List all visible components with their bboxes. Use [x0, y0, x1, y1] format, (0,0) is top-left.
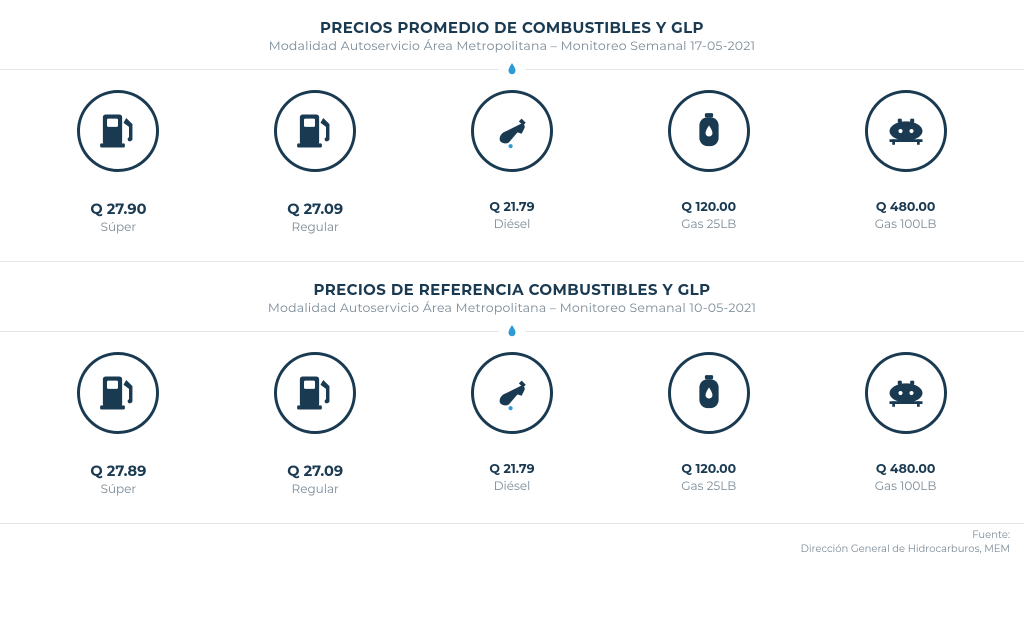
price-value: Q 480.00 — [807, 200, 1004, 215]
price-value: Q 21.79 — [414, 200, 611, 215]
gas-tank-small-icon — [668, 90, 750, 172]
price-value: Q 21.79 — [414, 462, 611, 477]
price-value: Q 120.00 — [610, 200, 807, 215]
fuel-item-regular: Q 27.09 Regular — [217, 352, 414, 497]
price-label: Regular — [217, 220, 414, 235]
price-value: Q 480.00 — [807, 462, 1004, 477]
source-label: Fuente: — [972, 528, 1010, 541]
fuel-item-gas25: Q 120.00 Gas 25LB — [610, 90, 807, 232]
water-drop-icon — [505, 324, 519, 338]
fuel-item-super: Q 27.90 Súper — [20, 90, 217, 235]
price-label: Regular — [217, 482, 414, 497]
price-label: Diésel — [414, 217, 611, 232]
section-title: PRECIOS DE REFERENCIA COMBUSTIBLES Y GLP — [0, 280, 1024, 299]
fuel-pump-icon — [77, 90, 159, 172]
price-label: Gas 25LB — [610, 479, 807, 494]
source-credit: Fuente: Dirección General de Hidrocarbur… — [0, 524, 1024, 555]
price-label: Gas 25LB — [610, 217, 807, 232]
fuel-item-regular: Q 27.09 Regular — [217, 90, 414, 235]
section-subtitle: Modalidad Autoservicio Área Metropolitan… — [0, 39, 1024, 54]
gas-tank-small-icon — [668, 352, 750, 434]
price-value: Q 27.09 — [217, 462, 414, 480]
price-value: Q 27.90 — [20, 200, 217, 218]
fuel-item-diesel: Q 21.79 Diésel — [414, 90, 611, 232]
section-subtitle: Modalidad Autoservicio Área Metropolitan… — [0, 301, 1024, 316]
header-divider — [0, 324, 1024, 338]
fuel-pump-icon — [274, 90, 356, 172]
price-label: Gas 100LB — [807, 217, 1004, 232]
gas-tank-large-icon — [865, 90, 947, 172]
source-text: Dirección General de Hidrocarburos, MEM — [801, 542, 1010, 555]
gas-tank-large-icon — [865, 352, 947, 434]
price-row: Q 27.89 Súper Q 27.09 Regular Q 21.79 Di… — [0, 352, 1024, 507]
fuel-nozzle-icon — [471, 352, 553, 434]
price-label: Súper — [20, 482, 217, 497]
section-title: PRECIOS PROMEDIO DE COMBUSTIBLES Y GLP — [0, 18, 1024, 37]
fuel-pump-icon — [77, 352, 159, 434]
fuel-pump-icon — [274, 352, 356, 434]
fuel-item-gas100: Q 480.00 Gas 100LB — [807, 90, 1004, 232]
water-drop-icon — [505, 62, 519, 76]
price-value: Q 27.89 — [20, 462, 217, 480]
fuel-nozzle-icon — [471, 90, 553, 172]
price-label: Diésel — [414, 479, 611, 494]
section-average-prices: PRECIOS PROMEDIO DE COMBUSTIBLES Y GLP M… — [0, 0, 1024, 262]
header-divider — [0, 62, 1024, 76]
fuel-item-gas100: Q 480.00 Gas 100LB — [807, 352, 1004, 494]
section-reference-prices: PRECIOS DE REFERENCIA COMBUSTIBLES Y GLP… — [0, 262, 1024, 524]
price-value: Q 27.09 — [217, 200, 414, 218]
section-header: PRECIOS DE REFERENCIA COMBUSTIBLES Y GLP… — [0, 280, 1024, 316]
fuel-item-diesel: Q 21.79 Diésel — [414, 352, 611, 494]
fuel-item-super: Q 27.89 Súper — [20, 352, 217, 497]
price-row: Q 27.90 Súper Q 27.09 Regular Q 21.79 Di… — [0, 90, 1024, 245]
section-header: PRECIOS PROMEDIO DE COMBUSTIBLES Y GLP M… — [0, 18, 1024, 54]
price-value: Q 120.00 — [610, 462, 807, 477]
fuel-item-gas25: Q 120.00 Gas 25LB — [610, 352, 807, 494]
price-label: Gas 100LB — [807, 479, 1004, 494]
price-label: Súper — [20, 220, 217, 235]
